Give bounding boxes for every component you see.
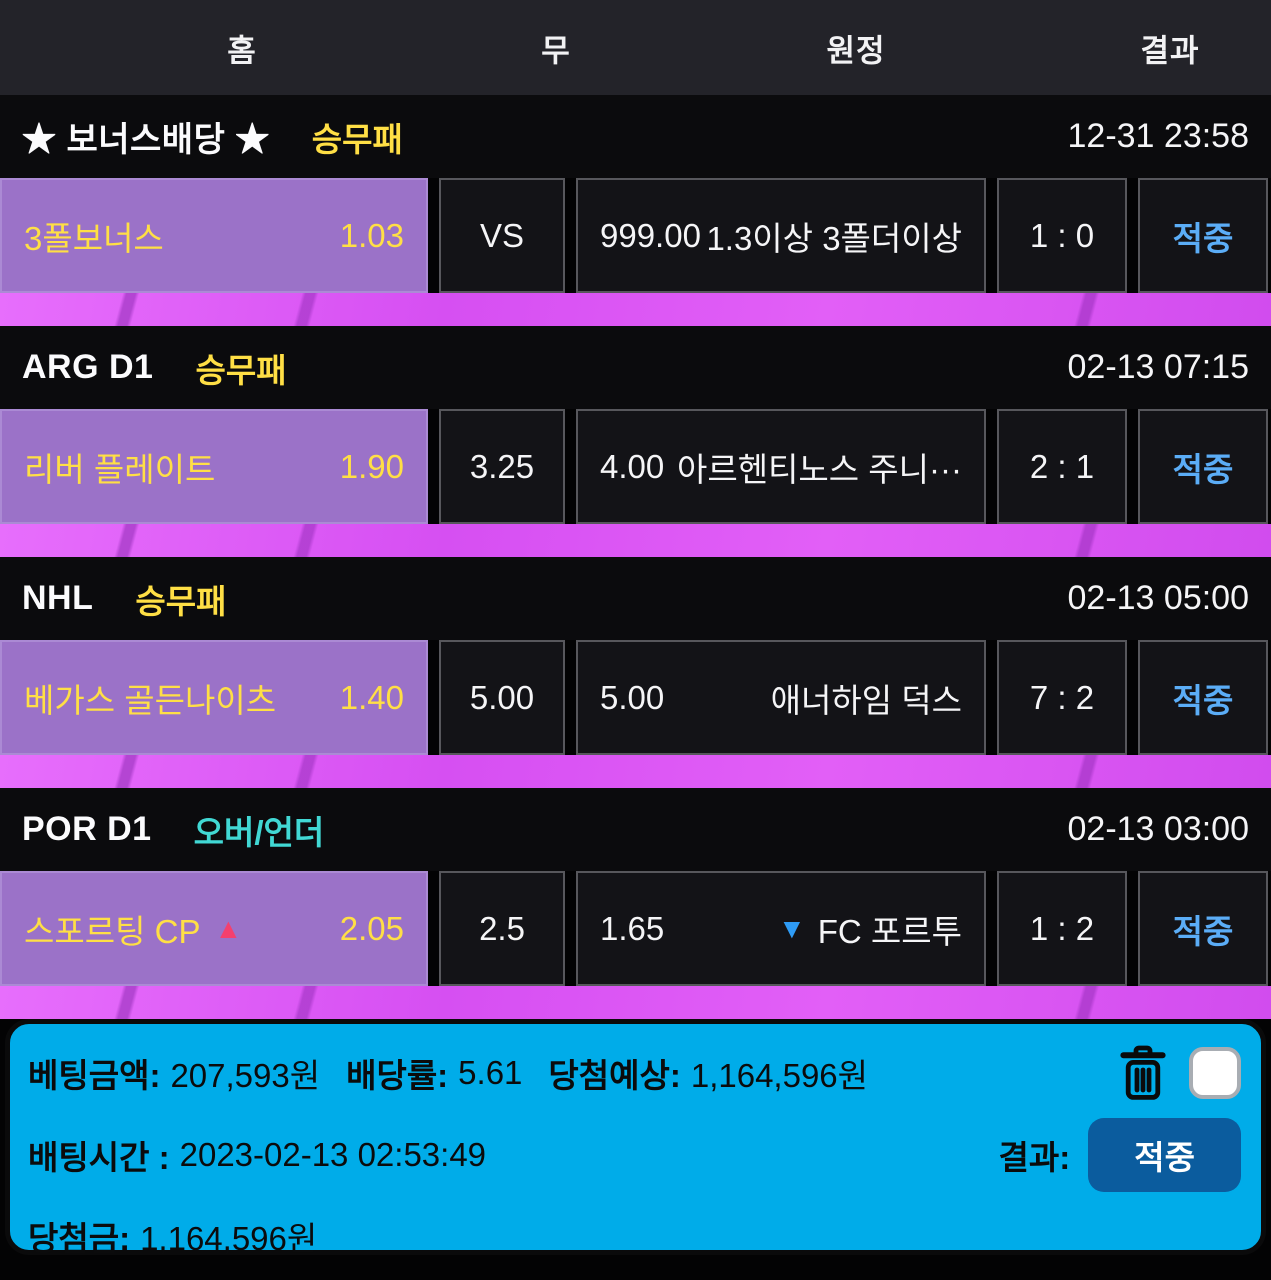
result-button[interactable]: 적중 (1088, 1118, 1241, 1192)
draw-odds-cell: 3.25 (439, 409, 565, 524)
divider-bar (0, 755, 1271, 788)
group-header: ★ 보너스배당 ★ 승무패 12-31 23:58 (0, 95, 1271, 178)
divider-bar (0, 293, 1271, 326)
winnings-label: 당첨금: (28, 1220, 131, 1257)
league-name: ★ 보너스배당 ★ (22, 121, 270, 159)
odds-up-indicator-icon: ▲ (214, 912, 243, 944)
column-away: 원정 (826, 33, 886, 68)
home-team-cell: 스포르팅 CP ▲ 2.05 (0, 871, 428, 986)
away-team-cell: 4.00 아르헨티노스 주니··· (576, 409, 986, 524)
trash-icon (1120, 1045, 1166, 1100)
select-checkbox[interactable] (1189, 1047, 1241, 1099)
home-team-name: 리버 플레이트 (24, 450, 216, 488)
match-time: 12-31 23:58 (1067, 117, 1250, 155)
score-cell: 2 : 1 (997, 409, 1127, 524)
home-odds: 1.40 (339, 678, 404, 716)
odds-label: 배당률: (346, 1057, 449, 1094)
home-team-name: 3폴보너스 (24, 219, 164, 257)
away-team-cell: 1.65 ▼ FC 포르투 (576, 871, 986, 986)
match-row: 베가스 골든나이츠 1.40 5.00 5.00 애너하임 덕스 7 : 2 적… (0, 640, 1271, 755)
away-team-name: 애너하임 덕스 (770, 681, 962, 719)
away-odds: 5.00 (600, 678, 665, 716)
score-cell: 1 : 0 (997, 178, 1127, 293)
match-row: 스포르팅 CP ▲ 2.05 2.5 1.65 ▼ FC 포르투 1 : 2 적… (0, 871, 1271, 986)
market-type: 오버/언더 (193, 813, 325, 851)
league-name: ARG D1 (22, 348, 154, 386)
column-draw: 무 (541, 33, 571, 68)
group-header: POR D1 오버/언더 02-13 03:00 (0, 788, 1271, 871)
column-result: 결과 (1140, 33, 1200, 68)
result-status: 적중 (1138, 178, 1268, 293)
away-team-cell: 5.00 애너하임 덕스 (576, 640, 986, 755)
divider-bar (0, 986, 1271, 1019)
away-odds: 999.00 (600, 216, 701, 254)
bet-group: POR D1 오버/언더 02-13 03:00 스포르팅 CP ▲ 2.05 … (0, 788, 1271, 1019)
match-time: 02-13 05:00 (1067, 579, 1250, 617)
away-team-name: ▼ FC 포르투 (778, 905, 962, 953)
away-team-name: 아르헨티노스 주니··· (676, 450, 962, 488)
away-team-name-text: FC 포르투 (817, 912, 962, 950)
league-name: POR D1 (22, 810, 152, 848)
match-time: 02-13 03:00 (1067, 810, 1250, 848)
bet-amount-label: 베팅금액: (28, 1057, 161, 1094)
match-time: 02-13 07:15 (1067, 348, 1250, 386)
group-header: ARG D1 승무패 02-13 07:15 (0, 326, 1271, 409)
winnings-value: 1,164,596원 (140, 1220, 318, 1257)
bet-group: ★ 보너스배당 ★ 승무패 12-31 23:58 3폴보너스 1.03 VS … (0, 95, 1271, 326)
home-odds: 1.90 (339, 447, 404, 485)
result-status: 적중 (1138, 640, 1268, 755)
bet-group: ARG D1 승무패 02-13 07:15 리버 플레이트 1.90 3.25… (0, 326, 1271, 557)
home-team-name: 베가스 골든나이츠 (24, 681, 277, 719)
result-label: 결과: (998, 1139, 1071, 1176)
column-header: 홈 무 원정 결과 (0, 0, 1271, 95)
market-type: 승무패 (311, 120, 403, 158)
delete-button[interactable] (1117, 1044, 1169, 1102)
score-cell: 7 : 2 (997, 640, 1127, 755)
bet-amount-value: 207,593원 (170, 1057, 321, 1094)
column-home: 홈 (227, 33, 257, 68)
away-odds: 4.00 (600, 447, 665, 485)
score-cell: 1 : 2 (997, 871, 1127, 986)
home-team-cell: 베가스 골든나이츠 1.40 (0, 640, 428, 755)
home-team-name: 스포르팅 CP ▲ (24, 905, 242, 953)
home-team-name-text: 스포르팅 CP (24, 912, 201, 950)
bet-group: NHL 승무패 02-13 05:00 베가스 골든나이츠 1.40 5.00 … (0, 557, 1271, 788)
group-header: NHL 승무패 02-13 05:00 (0, 557, 1271, 640)
draw-odds-cell: VS (439, 178, 565, 293)
bet-time-value: 2023-02-13 02:53:49 (179, 1136, 487, 1173)
odds-value: 5.61 (458, 1054, 523, 1091)
home-odds: 1.03 (339, 216, 404, 254)
expected-win-value: 1,164,596원 (690, 1057, 869, 1094)
result-status: 적중 (1138, 871, 1268, 986)
match-row: 리버 플레이트 1.90 3.25 4.00 아르헨티노스 주니··· 2 : … (0, 409, 1271, 524)
away-team-cell: 999.00 1.3이상 3폴더이상 (576, 178, 986, 293)
market-type: 승무패 (135, 582, 227, 620)
expected-win-label: 당첨예상: (548, 1057, 681, 1094)
bet-time-label: 배팅시간 : (28, 1139, 170, 1176)
draw-odds-cell: 5.00 (439, 640, 565, 755)
match-row: 3폴보너스 1.03 VS 999.00 1.3이상 3폴더이상 1 : 0 적… (0, 178, 1271, 293)
home-team-cell: 리버 플레이트 1.90 (0, 409, 428, 524)
odds-down-indicator-icon: ▼ (778, 912, 806, 944)
home-team-cell: 3폴보너스 1.03 (0, 178, 428, 293)
home-odds: 2.05 (339, 909, 404, 947)
away-odds: 1.65 (600, 909, 665, 947)
divider-bar (0, 524, 1271, 557)
market-type: 승무패 (195, 351, 287, 389)
league-name: NHL (22, 579, 94, 617)
away-team-name: 1.3이상 3폴더이상 (706, 219, 962, 257)
result-status: 적중 (1138, 409, 1268, 524)
draw-odds-cell: 2.5 (439, 871, 565, 986)
summary-panel: 베팅금액: 207,593원 배당률: 5.61 당첨예상: 1,164,596… (5, 1019, 1266, 1257)
